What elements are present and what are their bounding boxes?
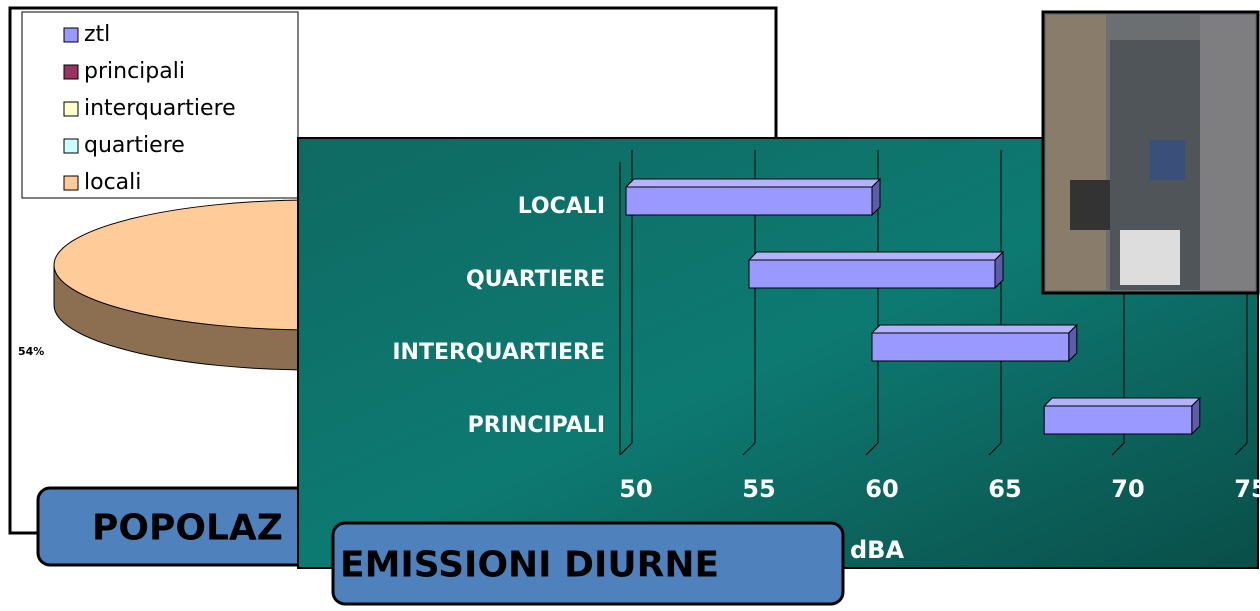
x-axis-label: dBA: [850, 536, 904, 564]
chart-title: POPOLAZ: [92, 508, 283, 549]
bar: [748, 259, 996, 289]
title-box-bg: [331, 521, 845, 606]
x-tick-label: 60: [865, 475, 898, 503]
y-tick-label: QUARTIERE: [466, 267, 605, 292]
legend-label: locali: [84, 170, 141, 195]
grid-floor: [742, 442, 756, 456]
x-tick-label: 50: [619, 475, 652, 503]
x-tick-label: 75: [1234, 475, 1260, 503]
title-box: EMISSIONI DIURNE: [331, 521, 845, 606]
legend-label: ztl: [84, 22, 110, 47]
y-tick-label: INTERQUARTIERE: [392, 340, 605, 365]
grid-floor: [619, 442, 633, 456]
bar-chart: 50 55 60 65 70 75 dBA LOCALI QUARTIERE INTERQUART…: [392, 150, 1260, 564]
x-tick-label: 65: [988, 475, 1021, 503]
y-tick-label: PRINCIPALI: [468, 413, 605, 438]
chart-title: EMISSIONI DIURNE: [340, 545, 719, 586]
legend-swatch: [63, 175, 79, 191]
legend-swatch: [63, 101, 79, 117]
bar-top: [870, 324, 1079, 334]
y-tick-label: LOCALI: [518, 194, 605, 219]
legend-label: interquartiere: [84, 96, 236, 121]
grid-floor: [1234, 442, 1248, 456]
legend-label: quartiere: [84, 133, 185, 158]
photo: [1041, 10, 1260, 295]
legend-swatch: [63, 27, 79, 43]
grid-floor: [865, 442, 879, 456]
grid-floor: [988, 442, 1002, 456]
bar: [1043, 405, 1193, 435]
title-box: POPOLAZ: [36, 486, 340, 567]
legend-swatch: [63, 138, 79, 154]
x-tick-label: 55: [742, 475, 775, 503]
grid-floor: [1111, 442, 1125, 456]
bar: [625, 186, 873, 216]
bar-top: [747, 251, 1005, 261]
x-tick-label: 70: [1111, 475, 1144, 503]
legend-label: principali: [84, 59, 185, 84]
legend-swatch: [63, 64, 79, 80]
bar-top: [624, 178, 882, 188]
bar: [871, 332, 1070, 362]
bar-top: [1042, 397, 1202, 407]
pie-label: 54%: [18, 345, 44, 358]
